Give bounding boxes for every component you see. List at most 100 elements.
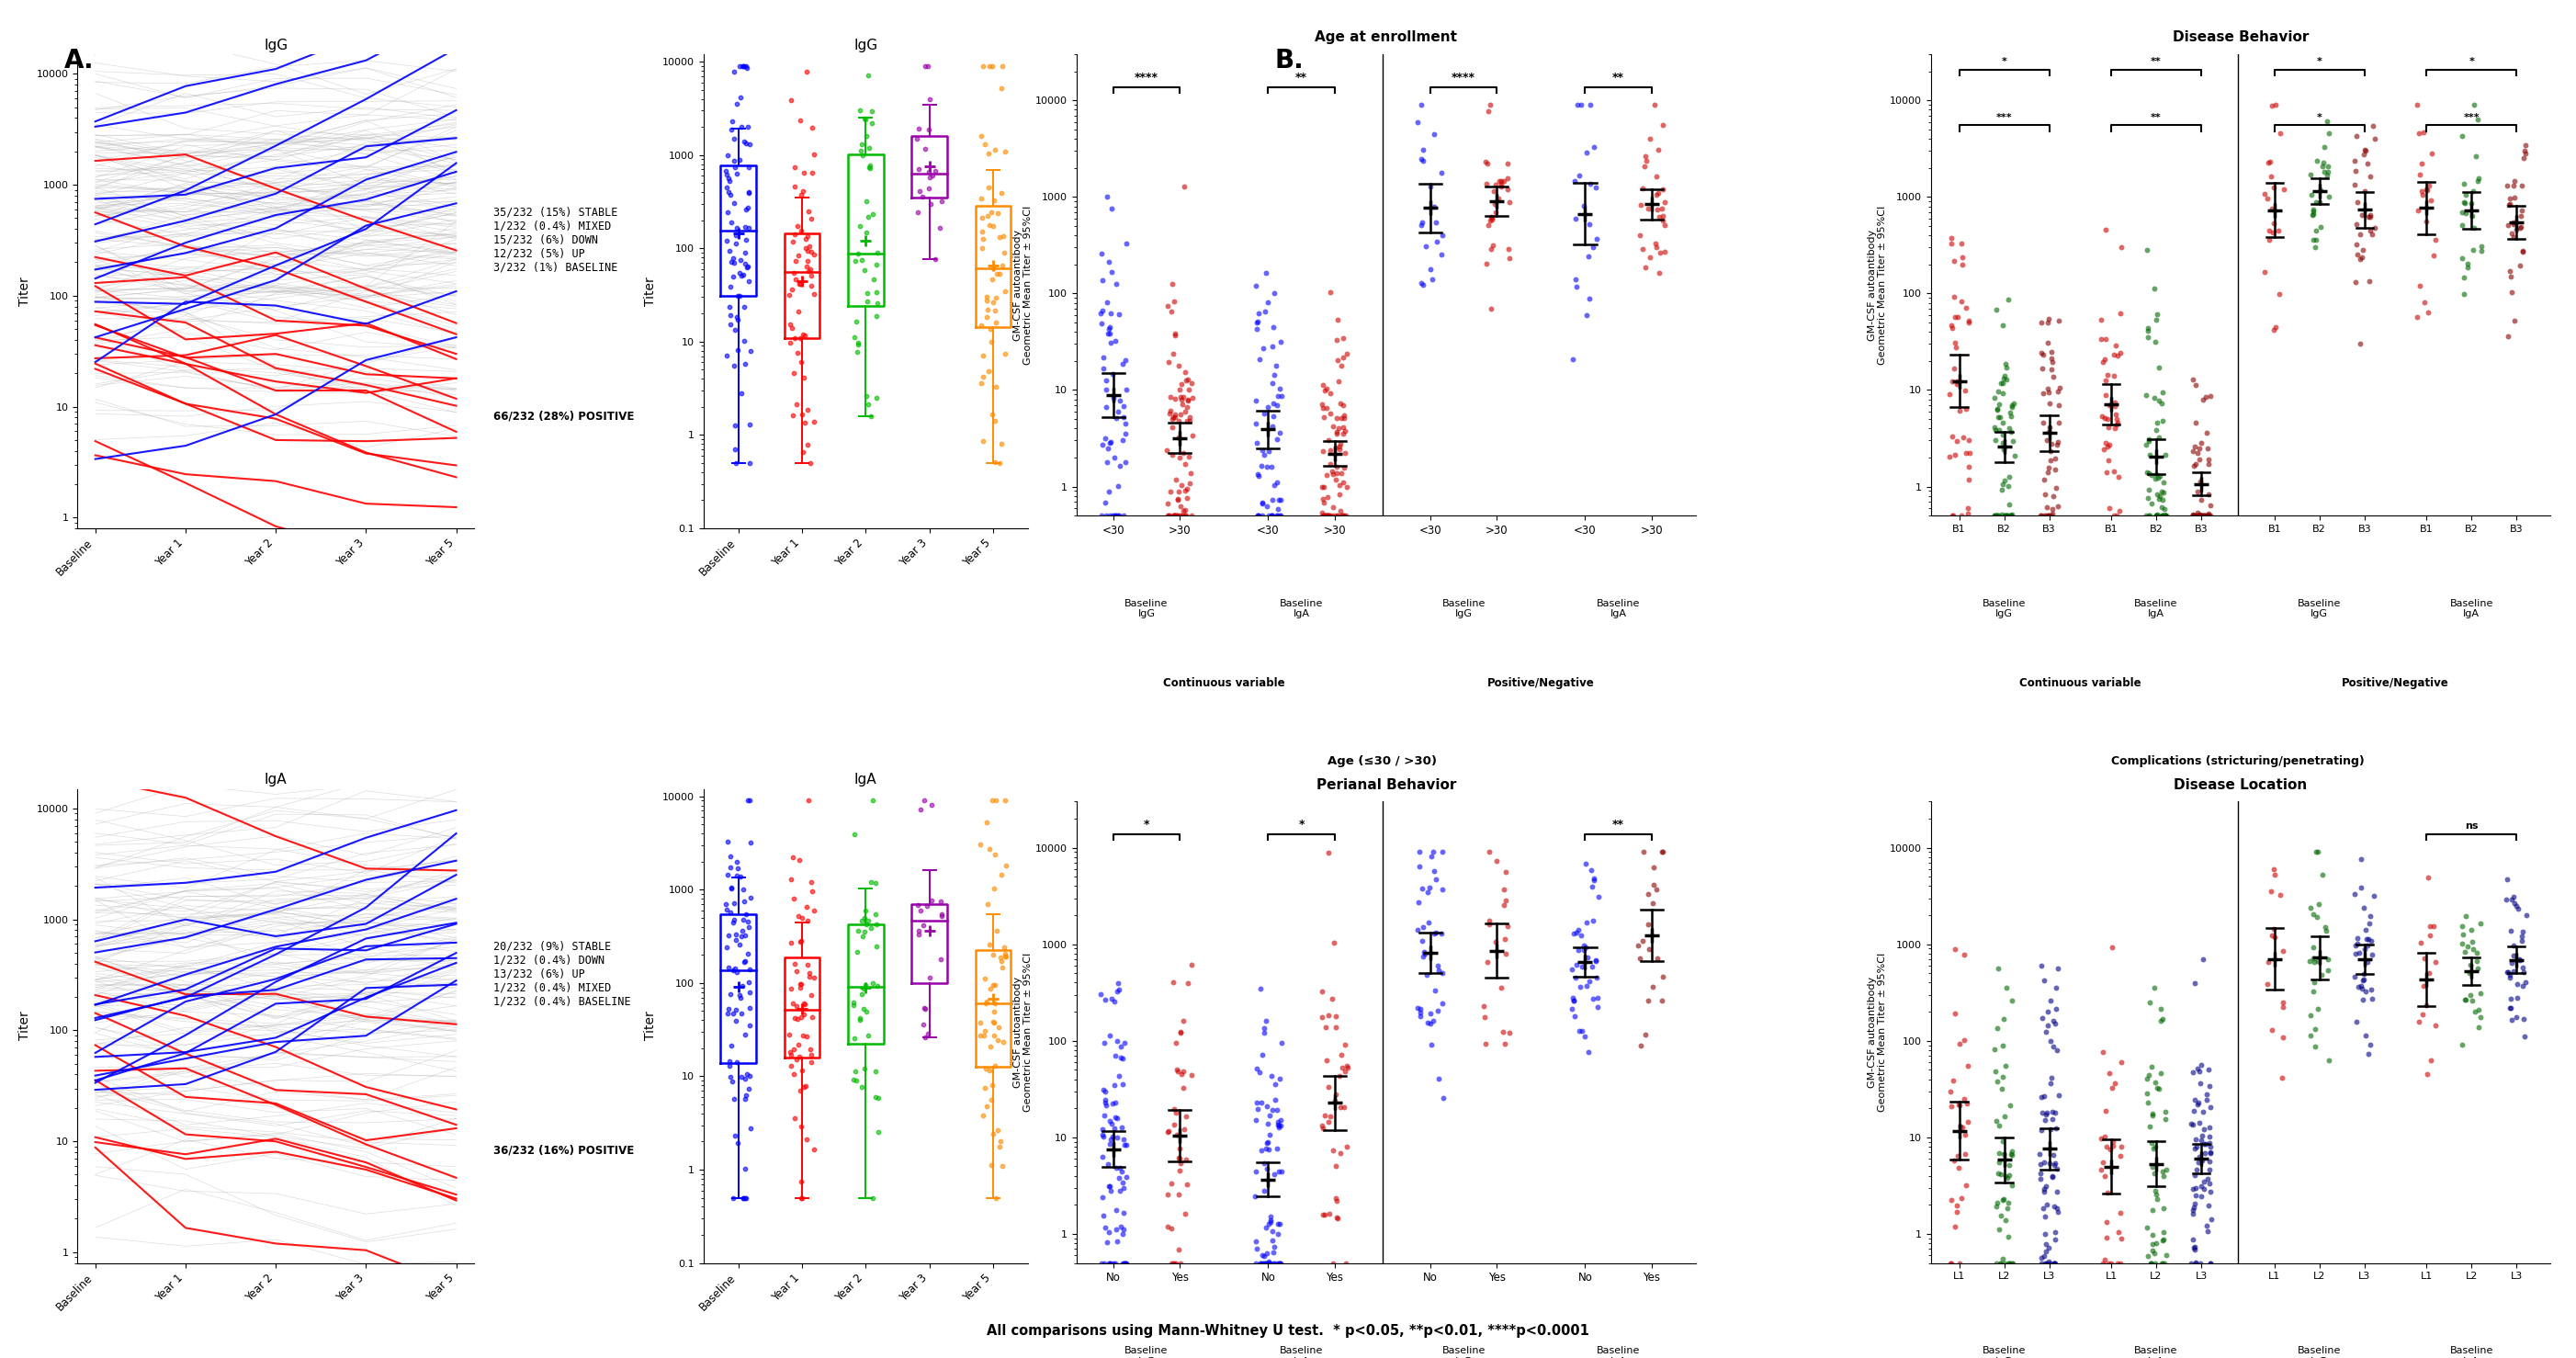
Point [781,907,822,929]
Point [969,1036,1010,1058]
Point [1412,1033,1453,1055]
Point [909,967,951,989]
Point [1084,1217,1126,1238]
Point [974,410,1015,432]
Point [1556,953,1597,975]
Point [2146,505,2187,527]
Point [904,1013,945,1035]
Point [2097,1252,2138,1274]
Point [974,215,1015,236]
Point [1991,1143,2032,1165]
Point [724,253,765,274]
Point [2182,1101,2223,1123]
Point [786,255,827,277]
Point [845,921,886,942]
Text: Baseline
IgA: Baseline IgA [1597,1346,1641,1358]
Point [1301,505,1342,527]
Point [2133,1240,2174,1262]
Point [2038,496,2079,517]
Point [1561,976,1602,998]
Point [1422,1088,1463,1109]
Point [2141,481,2182,502]
Point [1252,1221,1293,1243]
Point [716,1010,757,1032]
Point [1092,1093,1133,1115]
Point [2259,284,2300,306]
Point [1252,489,1293,511]
Point [1327,1057,1368,1078]
Point [2347,1043,2388,1065]
Point [1566,1040,1607,1062]
Point [1929,383,1971,405]
Point [1303,375,1345,397]
Point [1090,1133,1131,1154]
Point [1571,236,1613,258]
Point [1574,949,1615,971]
Point [1978,1218,2020,1240]
Point [1935,285,1976,307]
Point [1105,1252,1146,1274]
Point [1154,325,1195,346]
Point [708,925,750,947]
Point [2032,498,2074,520]
Point [1149,505,1190,527]
Point [1090,1176,1131,1198]
Point [1236,390,1278,411]
Point [721,921,762,942]
Point [1151,1218,1193,1240]
Point [2138,426,2179,448]
Point [1973,505,2014,527]
Point [1097,1107,1139,1128]
Point [2334,883,2375,904]
Point [1401,148,1443,170]
Point [1257,471,1298,493]
Point [1643,967,1685,989]
Point [1167,369,1208,391]
Point [2022,1103,2063,1124]
Point [1247,1010,1288,1032]
Point [2128,316,2169,338]
Point [1409,258,1450,280]
Point [2414,228,2455,250]
Point [2146,505,2187,527]
Point [1625,1024,1667,1046]
Point [984,141,1025,163]
Point [2177,1158,2218,1180]
Point [788,433,829,455]
Point [1564,196,1605,217]
Point [2089,1252,2130,1274]
Point [2133,1243,2174,1264]
Point [1234,413,1275,435]
Point [2494,225,2535,247]
Point [2128,326,2169,348]
Point [1937,1093,1978,1115]
Point [2187,1089,2228,1111]
Point [1249,1210,1291,1232]
Point [1301,1115,1342,1137]
Point [2035,1118,2076,1139]
Point [2177,501,2218,523]
Point [2504,148,2545,170]
Point [1486,153,1528,175]
Point [981,1154,1023,1176]
Point [775,175,817,197]
Point [1146,1120,1188,1142]
Point [1412,269,1453,291]
Point [1157,354,1198,376]
Point [1551,987,1592,1009]
Point [1239,1252,1280,1274]
Point [1260,489,1301,511]
Point [2499,216,2540,238]
Point [788,790,829,812]
Point [2491,1009,2532,1031]
Point [1984,505,2025,527]
Point [2143,505,2184,527]
Point [904,997,945,1018]
Point [778,1080,819,1101]
Point [2094,403,2136,425]
Point [2254,864,2295,885]
Point [2174,1100,2215,1122]
Point [2172,505,2213,527]
Point [1149,505,1190,527]
Point [2182,388,2223,410]
